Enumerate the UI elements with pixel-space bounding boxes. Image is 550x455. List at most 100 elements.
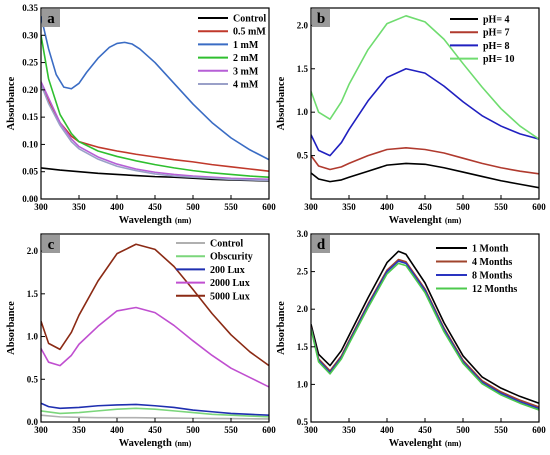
- x-tick-label: 400: [380, 425, 394, 435]
- x-axis-title: Wavelength (nm): [119, 438, 192, 449]
- x-tick-label: 500: [186, 425, 200, 435]
- legend-entry: 12 Months: [472, 284, 517, 295]
- x-tick-label: 600: [532, 425, 546, 435]
- y-tick-label: 0.30: [22, 30, 38, 40]
- panel-letter: b: [317, 11, 325, 27]
- x-tick-label: 400: [380, 202, 394, 212]
- series-line-3: [41, 402, 269, 416]
- legend-entry: pH= 10: [483, 54, 515, 65]
- x-tick-label: 300: [34, 425, 48, 435]
- x-tick-label: 350: [72, 202, 86, 212]
- y-tick-label: 0.20: [22, 85, 38, 95]
- y-axis-title: Absorbance: [276, 76, 287, 130]
- x-axis-title: Wavelength (nm): [119, 215, 192, 226]
- y-tick-label: 3.0: [297, 229, 309, 239]
- panel-letter: a: [47, 11, 55, 27]
- panel-b: 300 350 400 450 500 550 600 0.5 1.0 1.5 2.0 Wavelen…: [276, 7, 546, 226]
- legend: Control 0.5 mM 1 mM 2 mM 3 mM 4 mM: [198, 14, 266, 91]
- x-tick-label: 550: [494, 202, 508, 212]
- x-tick-label: 550: [224, 202, 238, 212]
- series-line-4: [311, 15, 539, 140]
- legend-entry: 4 Months: [472, 257, 512, 268]
- y-tick-label: 2.0: [297, 20, 309, 30]
- legend-entry: 1 Month: [472, 244, 509, 255]
- legend-entry: Obscurity: [210, 252, 253, 263]
- x-axis-title: Wavelenght (nm): [389, 438, 462, 449]
- legend: 1 Month 4 Months 8 Months 12 Months: [436, 244, 517, 295]
- legend-entry: Control: [233, 14, 266, 25]
- x-tick-label: 550: [494, 425, 508, 435]
- panel-letter-badge: [312, 235, 330, 253]
- series-line-2: [41, 407, 269, 418]
- series-line-3: [41, 16, 269, 161]
- x-tick-label: 400: [110, 425, 124, 435]
- y-tick-label: 1.5: [27, 289, 39, 299]
- y-axis-title: Absorbance: [6, 76, 17, 130]
- y-axis-title: Absorbance: [6, 301, 17, 355]
- legend-entry: 1 mM: [233, 40, 259, 51]
- x-tick-label: 350: [72, 425, 86, 435]
- legend: Control Obscurity 200 Lux 2000 Lux 5000 Lux: [176, 239, 253, 302]
- series-line-5: [41, 81, 269, 181]
- x-tick-label: 500: [456, 202, 470, 212]
- series-line-6: [41, 84, 269, 182]
- y-tick-label: 0.05: [22, 167, 38, 177]
- y-tick-label: 0.00: [22, 194, 38, 204]
- y-tick-label: 2.0: [27, 246, 39, 256]
- legend-entry: 2 mM: [233, 53, 259, 64]
- panel-letter: d: [317, 237, 326, 253]
- legend-entry: pH= 4: [483, 15, 510, 26]
- series-line-1: [311, 162, 539, 189]
- series-line-1: [311, 250, 539, 404]
- x-tick-label: 500: [186, 202, 200, 212]
- y-tick-label: 2.0: [297, 304, 309, 314]
- series-line-4: [311, 262, 539, 411]
- panel-letter-badge: [42, 9, 60, 27]
- y-axis-title: Absorbance: [276, 301, 287, 355]
- y-tick-label: 0.25: [22, 58, 38, 68]
- y-tick-label: 0.0: [27, 417, 39, 427]
- x-tick-label: 500: [456, 425, 470, 435]
- legend-entry: Control: [210, 239, 243, 250]
- series-line-3: [311, 67, 539, 157]
- x-tick-label: 450: [148, 202, 162, 212]
- y-tick-label: 0.10: [22, 139, 38, 149]
- series-line-2: [311, 258, 539, 408]
- legend-entry: 5000 Lux: [210, 291, 250, 302]
- x-tick-label: 300: [304, 425, 318, 435]
- legend: pH= 4 pH= 7 pH= 8 pH= 10: [450, 15, 515, 65]
- y-tick-label: 0.15: [22, 112, 38, 122]
- y-tick-label: 0.5: [27, 374, 39, 384]
- legend-entry: 4 mM: [233, 80, 259, 91]
- panel-letter-badge: [42, 235, 60, 253]
- y-tick-label: 1.0: [27, 332, 39, 342]
- panel-a: 300 350 400 450 500 550 600 0.00 0.05 0.10 0.15 0.2…: [6, 3, 276, 226]
- legend-entry: pH= 8: [483, 41, 510, 52]
- y-tick-label: 0.5: [297, 151, 309, 161]
- panel-d: 300 350 400 450 500 550 600 0.5 1.0 1.5 2.0 2.5 3.0 W…: [276, 229, 546, 449]
- x-tick-label: 450: [418, 425, 432, 435]
- legend-entry: pH= 7: [483, 28, 510, 39]
- y-tick-label: 0.35: [22, 3, 38, 13]
- legend-entry: 2000 Lux: [210, 278, 250, 289]
- x-tick-label: 600: [532, 202, 546, 212]
- series-line-2: [311, 146, 539, 175]
- x-tick-label: 550: [224, 425, 238, 435]
- x-tick-label: 600: [262, 202, 276, 212]
- x-tick-label: 350: [342, 202, 356, 212]
- y-tick-label: 1.0: [297, 379, 309, 389]
- x-tick-label: 400: [110, 202, 124, 212]
- y-tick-label: 1.5: [297, 64, 309, 74]
- legend-entry: 3 mM: [233, 66, 259, 77]
- y-tick-label: 0.5: [297, 417, 309, 427]
- y-tick-label: 1.5: [297, 342, 309, 352]
- series-line-4: [41, 35, 269, 178]
- x-tick-label: 450: [148, 425, 162, 435]
- y-tick-label: 2.5: [297, 267, 309, 277]
- x-tick-label: 350: [342, 425, 356, 435]
- legend-entry: 8 Months: [472, 271, 512, 282]
- legend-entry: 200 Lux: [210, 265, 245, 276]
- legend-entry: 0.5 mM: [233, 27, 266, 38]
- y-tick-label: 1.0: [297, 107, 309, 117]
- panel-letter: c: [48, 237, 55, 253]
